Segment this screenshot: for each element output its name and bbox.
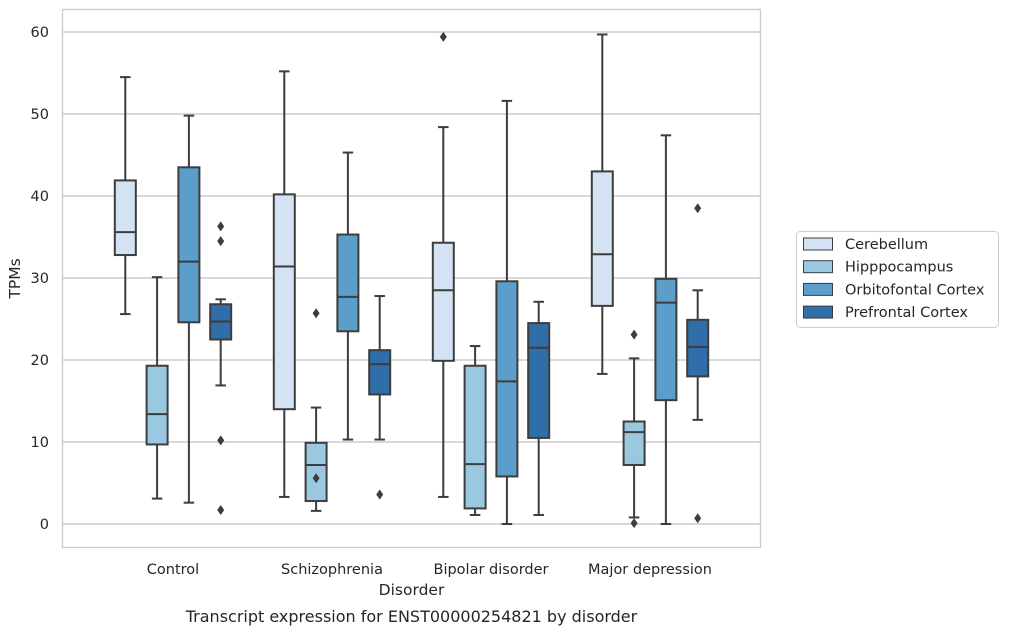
outlier-point: [217, 505, 225, 516]
x-tick-label: Major depression: [588, 562, 712, 578]
box-iqr: [622, 420, 646, 466]
outlier-point: [376, 489, 384, 500]
box-iqr: [336, 233, 360, 333]
x-tick-label: Bipolar disorder: [434, 562, 549, 578]
legend-frame: [796, 231, 999, 328]
box: [272, 70, 296, 498]
box-iqr: [113, 179, 137, 257]
legend-label: Prefrontal Cortex: [845, 305, 968, 321]
box-iqr: [463, 364, 487, 510]
box-iqr: [654, 277, 678, 402]
y-tick-label: 50: [31, 107, 49, 123]
y-tick-label: 40: [31, 189, 49, 205]
box-iqr: [495, 280, 519, 478]
series-hipppocampus: [145, 276, 646, 529]
legend-entry: Orbitofontal Cortex: [803, 282, 985, 298]
x-axis-label: Disorder: [379, 581, 445, 599]
plot-area-frame: [61, 8, 762, 549]
box: [495, 99, 519, 525]
y-tick-label: 30: [31, 271, 49, 287]
outlier-point: [694, 513, 702, 524]
legend-label: Hipppocampus: [845, 260, 953, 276]
series-cerebellum: [113, 31, 614, 498]
box: [177, 114, 201, 504]
box: [590, 33, 614, 375]
y-tick-label: 60: [31, 25, 49, 41]
outlier-point: [630, 518, 638, 529]
outlier-point: [217, 236, 225, 247]
legend-swatch: [803, 282, 833, 296]
outlier-point: [630, 329, 638, 340]
box: [336, 151, 360, 441]
y-tick-label: 0: [40, 517, 49, 533]
box-iqr: [368, 349, 392, 396]
box: [113, 76, 137, 316]
series-orbitofontal-cortex: [177, 99, 678, 525]
box: [145, 276, 169, 500]
legend-entry: Prefrontal Cortex: [803, 305, 968, 321]
box-iqr: [272, 193, 296, 411]
box: [209, 221, 233, 516]
outlier-point: [217, 435, 225, 446]
x-tick-label: Schizophrenia: [281, 562, 383, 578]
y-tick-label: 10: [31, 435, 49, 451]
outlier-point: [694, 203, 702, 214]
legend-swatch: [803, 260, 833, 274]
legend-entry: Hipppocampus: [803, 260, 953, 276]
box-iqr: [177, 166, 201, 324]
y-axis-label: TPMs: [6, 258, 24, 299]
y-tick-label: 20: [31, 353, 49, 369]
box: [654, 134, 678, 525]
series-prefrontal-cortex: [209, 203, 710, 524]
x-tick-label: Control: [147, 562, 199, 578]
box: [686, 203, 710, 524]
outlier-point: [312, 473, 320, 484]
box: [622, 329, 646, 529]
box-iqr: [527, 322, 551, 439]
box-iqr: [304, 441, 328, 503]
legend-swatch: [803, 305, 833, 319]
box-iqr: [590, 170, 614, 307]
outlier-point: [439, 31, 447, 42]
box-iqr: [686, 318, 710, 378]
legend-entry: Cerebellum: [803, 237, 928, 253]
legend: Cerebellum Hipppocampus Orbitofontal Corte…: [796, 231, 999, 328]
outlier-point: [312, 308, 320, 319]
box-iqr: [431, 241, 455, 362]
y-axis-ticks: 0 10 20 30 40 50 60: [31, 25, 49, 533]
box: [304, 308, 328, 512]
box-series: [113, 31, 710, 529]
box: [431, 31, 455, 498]
box: [463, 345, 487, 516]
legend-label: Cerebellum: [845, 237, 928, 253]
chart-caption: Transcript expression for ENST0000025482…: [185, 607, 638, 626]
legend-label: Orbitofontal Cortex: [845, 282, 985, 298]
legend-swatch: [803, 237, 833, 251]
box-iqr: [145, 364, 169, 446]
outlier-point: [217, 221, 225, 232]
box: [527, 300, 551, 516]
x-axis-ticks: Control Schizophrenia Bipolar disorder Majo…: [147, 562, 712, 578]
box: [368, 295, 392, 500]
